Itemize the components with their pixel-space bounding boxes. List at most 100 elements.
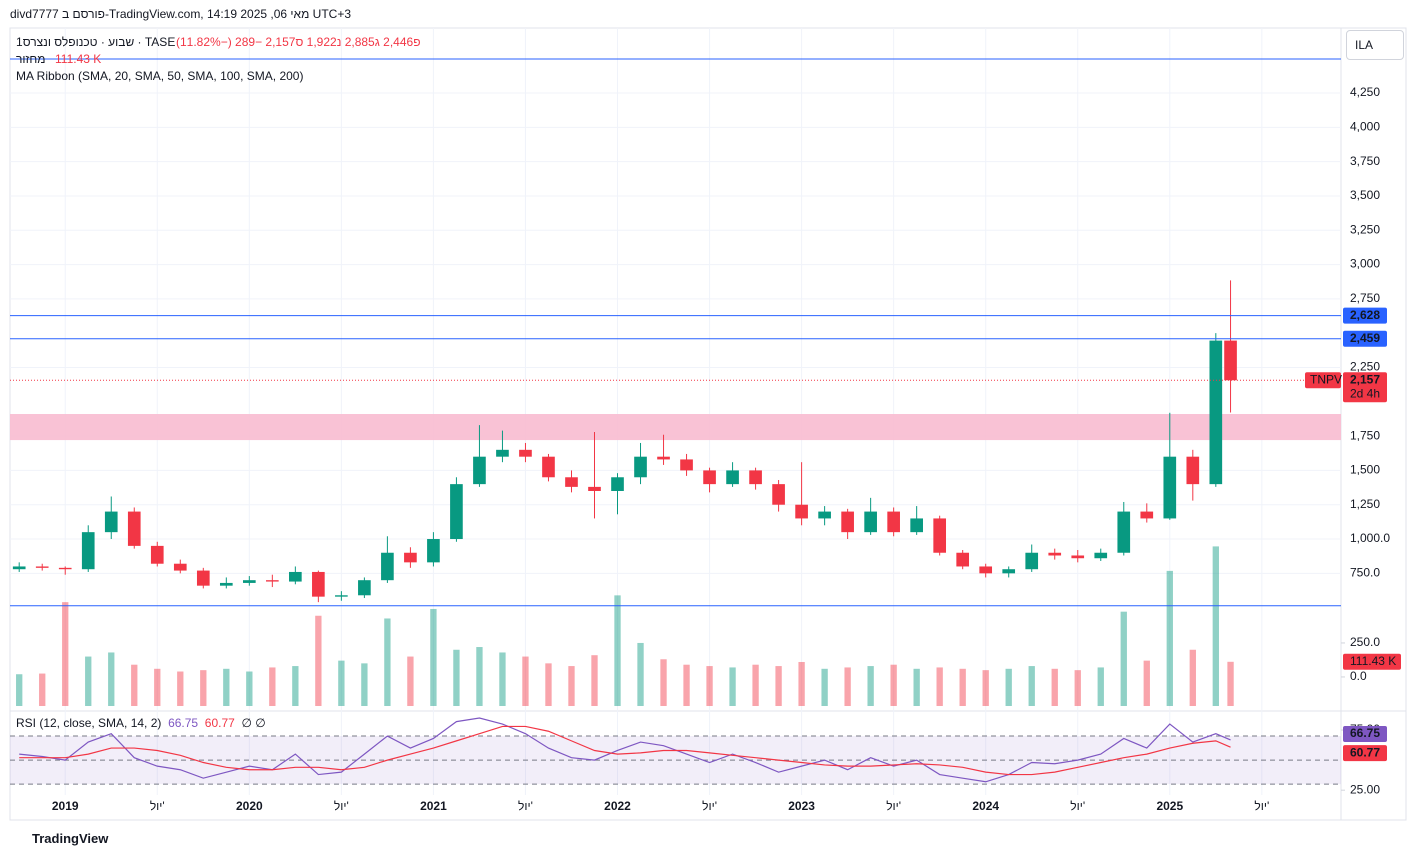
currency-button[interactable]: ILA — [1346, 30, 1404, 60]
candle-body — [749, 470, 762, 485]
x-tick-label: 2024 — [972, 799, 999, 813]
candle-body — [58, 567, 72, 570]
published: divd7777 פורסם ב-TradingView.com, מאי 06… — [10, 7, 352, 21]
candle-body — [956, 552, 970, 567]
volume-bar — [338, 660, 345, 706]
brand: TradingView — [32, 831, 109, 846]
candle-body — [242, 580, 256, 583]
candle-body — [933, 518, 947, 553]
last-price-tag — [1343, 372, 1387, 403]
volume-bar — [637, 642, 644, 706]
level-label: 2,459 — [1350, 331, 1380, 345]
volume-bar — [223, 668, 230, 706]
candle-body — [703, 470, 716, 485]
volume-bar — [706, 666, 713, 706]
volume-bar — [890, 664, 897, 706]
rsi-line — [19, 725, 1231, 776]
volume-bar — [16, 674, 23, 706]
rsi-label: RSI (12, close, SMA, 14, 2) — [16, 716, 162, 730]
volume-bar — [614, 595, 621, 706]
candle-body — [979, 566, 993, 574]
volume-bar — [1166, 570, 1173, 706]
volume-bar — [1028, 666, 1035, 706]
last-price-label: 2,157 — [1350, 372, 1380, 386]
x-tick-label: יול' — [150, 799, 165, 813]
y-tick-label: 3,250 — [1350, 222, 1380, 236]
candle-body — [312, 571, 325, 597]
volume-bar — [246, 671, 253, 706]
rsi-last-label: 60.77 — [1350, 745, 1380, 759]
candle-body — [1094, 552, 1108, 559]
volume-bar — [775, 666, 782, 706]
volume-bar — [1227, 661, 1234, 706]
candle-body — [450, 484, 463, 540]
y-tick-label: 750.0 — [1350, 565, 1380, 579]
volume-bar — [683, 664, 690, 706]
candle-body — [173, 563, 187, 571]
volume-bar — [131, 664, 138, 706]
rsi-tick-label: 25.00 — [1350, 782, 1380, 796]
rsi-extra: ∅ ∅ — [241, 716, 266, 730]
level-label: 2,628 — [1350, 308, 1380, 322]
candle-body — [565, 477, 578, 487]
volume-bar — [752, 664, 759, 706]
rsi-tag — [1343, 745, 1387, 762]
candle-body — [634, 456, 647, 478]
candle-body — [196, 570, 210, 586]
x-tick-label: יול' — [1254, 799, 1269, 813]
volume-bar — [407, 656, 414, 706]
candle-body — [266, 580, 279, 582]
volume-bar — [660, 659, 667, 706]
x-tick-label: 2019 — [52, 799, 79, 813]
volume-bar — [269, 667, 276, 706]
x-tick-label: 2020 — [236, 799, 263, 813]
x-tick-label: יול' — [518, 799, 533, 813]
candle-body — [358, 580, 371, 596]
candle-body — [1071, 555, 1085, 559]
candle-body — [841, 511, 854, 533]
candle-body — [150, 545, 164, 564]
rsi-last-label: 66.75 — [1350, 726, 1380, 740]
ohlc: פ2,446 ג2,885 נ1,922 ס2,157 −289 (−11.82… — [176, 35, 421, 49]
volume-bar — [315, 615, 322, 706]
candle-body — [1117, 511, 1131, 553]
candle-body — [496, 449, 509, 457]
candle-body — [680, 459, 693, 471]
rsi-tag — [1343, 725, 1387, 742]
candle-body — [35, 566, 49, 568]
rsi-title: RSI (12, close, SMA, 14, 2) 66.75 60.77 … — [16, 716, 266, 730]
y-tick-label: 3,750 — [1350, 154, 1380, 168]
resistance-zone — [10, 414, 1341, 441]
volume-bar — [959, 668, 966, 706]
volume-bar — [200, 670, 207, 706]
candle-body — [427, 539, 440, 563]
volume-bar — [62, 602, 69, 706]
candle-body — [381, 552, 394, 581]
candle-body — [12, 566, 26, 570]
volume-bar — [913, 668, 920, 706]
y-tick-label: 1,500 — [1350, 463, 1380, 477]
candle-body — [404, 552, 417, 563]
y-tick-label: 3,000 — [1350, 257, 1380, 271]
volume-bar — [1143, 660, 1150, 706]
y-tick-label: 2,750 — [1350, 291, 1380, 305]
volume-bar — [522, 656, 529, 706]
candle-body — [910, 518, 923, 533]
candle-body — [127, 511, 141, 546]
volume-tick-label: 250.0 — [1350, 635, 1380, 649]
symbol: 1שבוע · טכנופלס ונצרס · TASE — [16, 35, 176, 49]
candle-body — [1224, 340, 1237, 381]
volume-bar — [729, 667, 736, 706]
volume-tag — [1343, 653, 1401, 670]
candle-body — [887, 511, 900, 533]
volume-bar — [821, 668, 828, 706]
volume-bar — [1120, 611, 1127, 706]
volume-bar — [39, 673, 46, 706]
symbol-tag — [1305, 372, 1341, 389]
volume-bar — [85, 656, 92, 706]
volume-bar — [476, 647, 483, 706]
candle-body — [519, 449, 532, 457]
y-tick-label: 1,750 — [1350, 428, 1380, 442]
volume-bar — [798, 661, 805, 706]
